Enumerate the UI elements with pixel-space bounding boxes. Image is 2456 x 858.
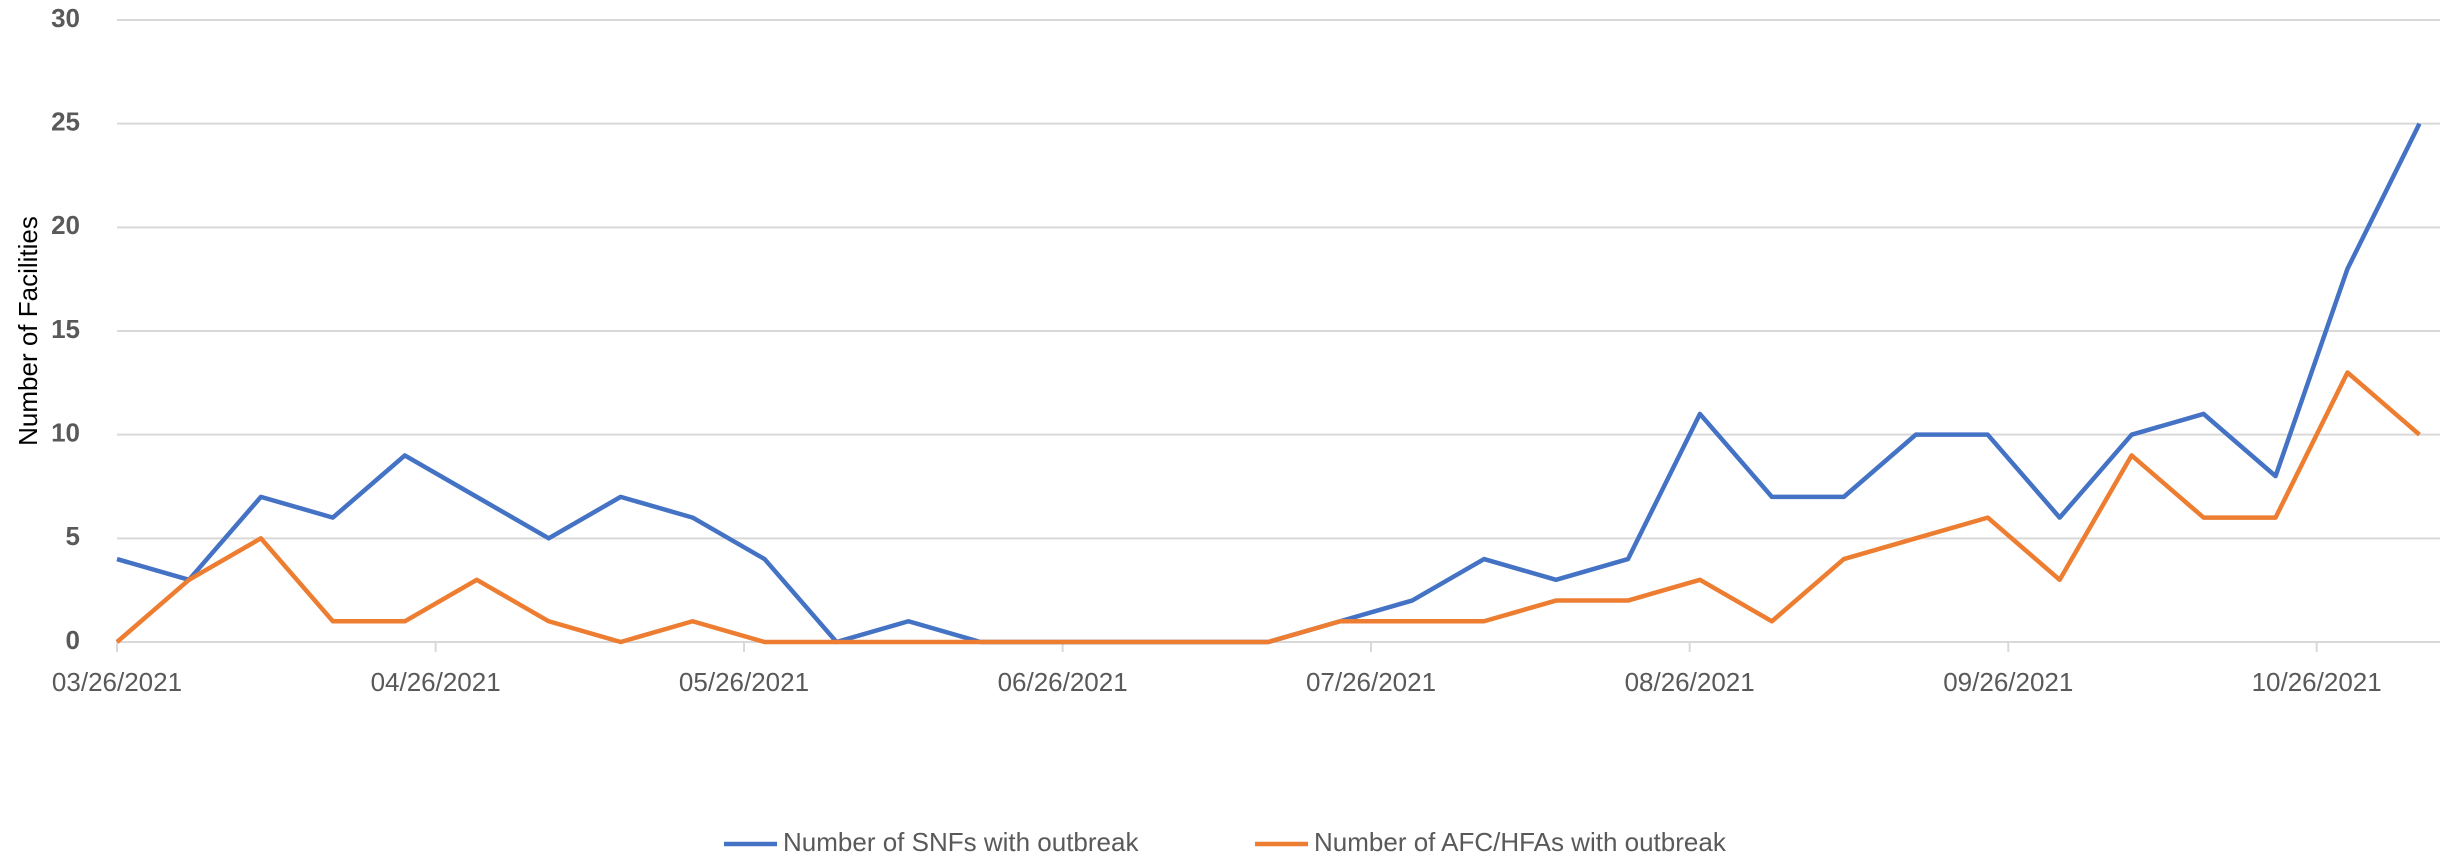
y-tick-label: 15	[51, 314, 80, 344]
y-tick-label: 10	[51, 418, 80, 448]
y-tick-label: 20	[51, 210, 80, 240]
x-tick-label: 06/26/2021	[998, 667, 1128, 697]
y-tick-label: 5	[66, 521, 80, 551]
y-tick-label: 25	[51, 107, 80, 137]
x-tick-label: 05/26/2021	[679, 667, 809, 697]
x-tick-label: 03/26/2021	[52, 667, 182, 697]
data-line	[116, 122, 2422, 645]
y-axis-title: Number of Facilities	[13, 216, 43, 446]
x-tick-label: 07/26/2021	[1306, 667, 1436, 697]
x-tick-label: 10/26/2021	[2252, 667, 2382, 697]
x-tick-label: 09/26/2021	[1943, 667, 2073, 697]
y-tick-label: 30	[51, 3, 80, 33]
legend-label: Number of AFC/HFAs with outbreak	[1314, 827, 1727, 857]
data-line	[115, 370, 2421, 645]
legend-label: Number of SNFs with outbreak	[783, 827, 1139, 857]
y-tick-label: 0	[66, 625, 80, 655]
x-tick-label: 08/26/2021	[1625, 667, 1755, 697]
x-tick-label: 04/26/2021	[371, 667, 501, 697]
